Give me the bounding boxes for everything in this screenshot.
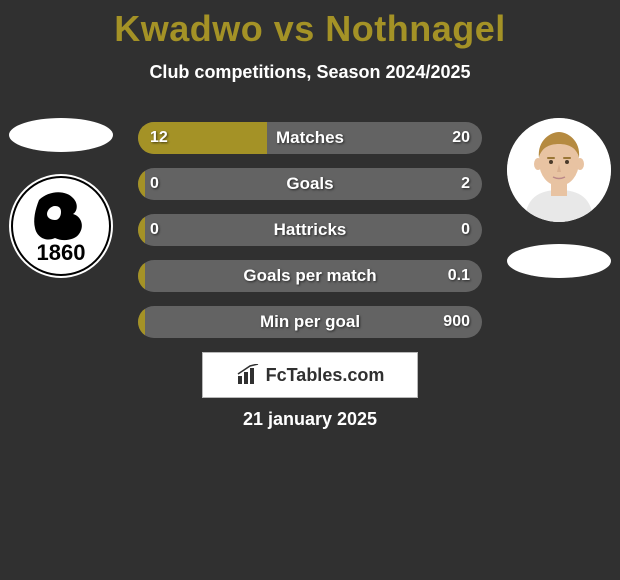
branding-text: FcTables.com [266, 365, 385, 386]
subtitle: Club competitions, Season 2024/2025 [0, 62, 620, 83]
comparison-title: Kwadwo vs Nothnagel [0, 0, 620, 50]
right-player-avatar [507, 118, 611, 222]
bar-value-left: 0 [150, 214, 159, 246]
bar-label: Goals per match [138, 260, 482, 292]
left-player-column: 1860 [6, 118, 116, 278]
bar-value-right: 20 [452, 122, 470, 154]
title-right: Nothnagel [325, 8, 506, 49]
bar-value-right: 900 [443, 306, 470, 338]
title-left: Kwadwo [114, 8, 263, 49]
bar-value-right: 0.1 [448, 260, 470, 292]
bar-label: Min per goal [138, 306, 482, 338]
bar-value-left: 0 [150, 168, 159, 200]
bar-value-right: 0 [461, 214, 470, 246]
left-player-ellipse [9, 118, 113, 152]
comparison-bars: Matches1220Goals02Hattricks00Goals per m… [138, 122, 482, 338]
bar-row: Matches12 20 [138, 122, 482, 154]
bar-row: Hattricks0 0 [138, 214, 482, 246]
bar-label: Goals [138, 168, 482, 200]
right-player-column [504, 118, 614, 278]
bar-row: Goals per match0.1 [138, 260, 482, 292]
date-label: 21 january 2025 [0, 409, 620, 430]
bar-label: Matches [138, 122, 482, 154]
bar-row: Goals0 2 [138, 168, 482, 200]
bar-value-right: 2 [461, 168, 470, 200]
branding-box: FcTables.com [202, 352, 418, 398]
bar-value-left: 12 [150, 122, 168, 154]
chart-icon [236, 364, 260, 386]
badge-year: 1860 [37, 240, 86, 265]
bar-row: Min per goal900 [138, 306, 482, 338]
title-vs: vs [274, 8, 315, 49]
left-club-badge: 1860 [9, 174, 113, 278]
right-player-ellipse [507, 244, 611, 278]
bar-label: Hattricks [138, 214, 482, 246]
